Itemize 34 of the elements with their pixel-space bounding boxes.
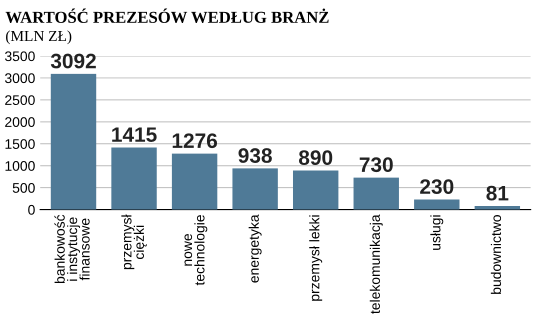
- x-tick-label: budownictwo: [490, 215, 502, 294]
- y-tick-label: 0: [28, 204, 35, 215]
- chart-title: WARTOŚĆ PREZESÓW WEDŁUG BRANŻ: [6, 8, 329, 24]
- x-tick-label: przemysł ciężki: [121, 214, 147, 270]
- y-tick-label: 1500: [6, 139, 35, 149]
- bar: [232, 168, 278, 210]
- bar: [50, 74, 96, 210]
- bar: [292, 170, 338, 210]
- data-label: 230: [420, 179, 454, 194]
- y-tick-label: 3500: [4, 51, 35, 62]
- x-tick-label: nowe technologie: [184, 215, 208, 286]
- data-label: 1276: [172, 133, 218, 148]
- x-tick-label: przemysł lekki: [309, 215, 322, 301]
- y-tick-label: 2000: [5, 117, 35, 127]
- y-tick-label: 500: [12, 182, 35, 193]
- data-label: 938: [238, 148, 272, 163]
- bar: [474, 206, 520, 210]
- x-tick-label: energetyka: [248, 214, 262, 283]
- bar: [414, 200, 460, 210]
- y-tick-label: 3000: [4, 73, 35, 84]
- data-label: 890: [298, 150, 332, 166]
- bar: [111, 148, 157, 210]
- data-label: 81: [486, 186, 508, 201]
- y-tick-label: 1000: [6, 161, 35, 171]
- x-tick-label: usługi: [430, 215, 444, 250]
- data-label: 1415: [112, 127, 157, 142]
- chart-subtitle: (MLN ZŁ): [6, 30, 72, 44]
- bar: [354, 178, 399, 210]
- x-tick-label: bankowość i instytucje finansowe: [54, 214, 90, 284]
- data-label: 3092: [50, 54, 96, 68]
- x-tick-label: telekomunikacja: [370, 214, 383, 314]
- data-label: 730: [360, 157, 393, 172]
- bar: [172, 154, 218, 210]
- y-tick-label: 2500: [5, 95, 35, 106]
